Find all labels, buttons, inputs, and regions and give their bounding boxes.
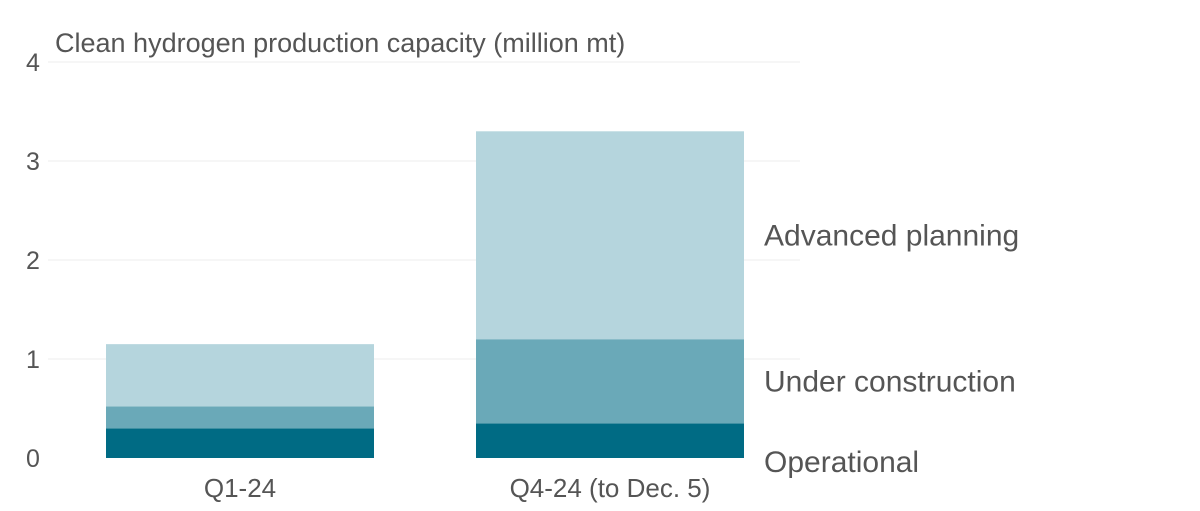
- y-tick-label: 4: [26, 49, 40, 77]
- legend-label-operational: Operational: [764, 446, 919, 479]
- bar-segment-operational: [106, 428, 374, 458]
- legend-label-advanced-planning: Advanced planning: [764, 219, 1019, 252]
- legend: Operational Under construction Advanced pl…: [764, 219, 1019, 479]
- y-axis-title: Clean hydrogen production capacity (mill…: [55, 28, 625, 58]
- bar-segment-advanced-planning: [106, 344, 374, 407]
- legend-label-under-construction: Under construction: [764, 365, 1016, 398]
- y-tick-label: 3: [26, 148, 40, 176]
- bar-segment-operational: [476, 423, 744, 458]
- y-tick-label: 1: [26, 346, 40, 374]
- bar-segment-under-construction: [106, 406, 374, 429]
- y-tick-label: 2: [26, 247, 40, 275]
- x-category-label: Q4-24 (to Dec. 5): [510, 473, 711, 503]
- bar-segment-advanced-planning: [476, 131, 744, 340]
- bars: [106, 131, 744, 458]
- category-labels: Q1-24 Q4-24 (to Dec. 5): [204, 473, 711, 503]
- y-axis-ticks: 0 1 2 3 4: [26, 49, 40, 473]
- bar-segment-under-construction: [476, 339, 744, 424]
- x-category-label: Q1-24: [204, 473, 276, 503]
- y-tick-label: 0: [26, 445, 40, 473]
